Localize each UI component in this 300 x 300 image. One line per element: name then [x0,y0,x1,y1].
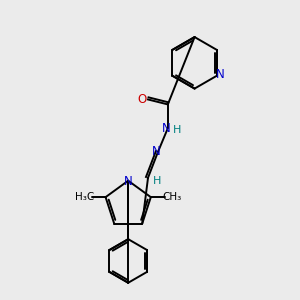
Text: N: N [152,146,160,158]
Text: H: H [153,176,161,186]
Text: H: H [172,125,181,135]
Text: N: N [161,122,170,135]
Text: N: N [215,68,224,81]
Text: CH₃: CH₃ [162,192,181,202]
Text: O: O [137,93,147,106]
Text: H₃C: H₃C [75,192,94,202]
Text: N: N [124,175,133,188]
